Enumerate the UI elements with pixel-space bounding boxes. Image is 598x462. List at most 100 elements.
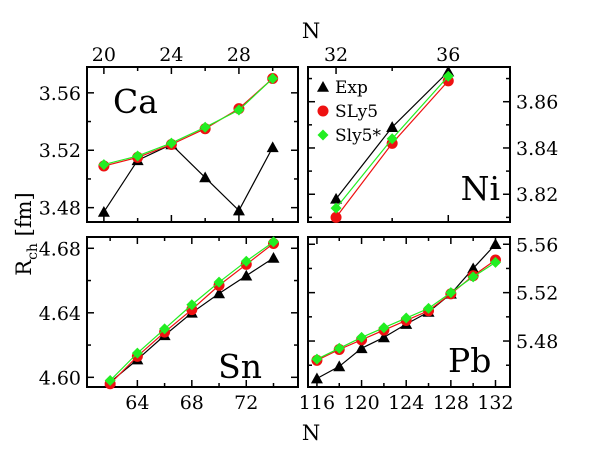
series-sly5- xyxy=(330,70,454,214)
legend-entry: Sly5* xyxy=(317,126,382,146)
data-point xyxy=(356,331,368,343)
data-point xyxy=(240,269,253,281)
panel-label: Ca xyxy=(113,82,158,121)
y-tick-label: 5.56 xyxy=(516,234,558,256)
panel-ca: 20 24 28 3.48 3.52 3.56 Ca xyxy=(39,44,299,223)
y-tick-label: 4.68 xyxy=(39,238,81,260)
y-tick-label: 3.86 xyxy=(516,92,558,114)
data-point xyxy=(378,322,390,334)
data-point xyxy=(233,104,245,116)
data-point xyxy=(266,141,279,153)
data-point xyxy=(98,159,110,171)
y-axis-title-unit: [fm] xyxy=(12,192,36,236)
data-point xyxy=(311,353,323,365)
panel-label: Ni xyxy=(461,169,500,208)
series-line xyxy=(103,78,274,167)
panel-label: Pb xyxy=(448,341,491,380)
data-point xyxy=(442,70,454,82)
x-tick-label: 128 xyxy=(433,392,469,414)
top-axis-title: N xyxy=(302,19,320,43)
data-point xyxy=(489,238,502,250)
legend-label: Exp xyxy=(335,78,368,98)
data-point xyxy=(489,256,501,268)
x-tick-label: 124 xyxy=(388,392,424,414)
y-axis-title-sub: ch xyxy=(25,243,41,260)
y-axis-title-main: R xyxy=(12,259,36,276)
x-tick-label: 28 xyxy=(227,44,251,66)
x-tick-label: 132 xyxy=(477,392,513,414)
data-point xyxy=(165,137,177,149)
bottom-axis-title: N xyxy=(302,421,320,445)
data-point xyxy=(240,255,252,267)
panel-frame xyxy=(307,66,511,223)
data-point xyxy=(333,342,345,354)
data-point xyxy=(186,299,198,311)
y-tick-label: 3.56 xyxy=(39,83,81,105)
data-point xyxy=(267,251,280,263)
data-point xyxy=(333,360,346,372)
data-point xyxy=(330,192,343,204)
data-point xyxy=(355,342,368,354)
y-tick-label: 3.84 xyxy=(516,138,558,160)
series-exp xyxy=(97,138,279,217)
data-point xyxy=(104,375,116,387)
data-point xyxy=(467,271,479,283)
legend-label: SLy5 xyxy=(335,102,378,122)
data-point xyxy=(377,331,390,343)
data-point xyxy=(199,121,211,133)
x-tick-label: 64 xyxy=(125,392,149,414)
legend: Exp SLy5 Sly5* xyxy=(317,78,382,146)
data-point xyxy=(330,202,342,214)
y-tick-label: 3.82 xyxy=(516,184,558,206)
data-point xyxy=(400,312,412,324)
x-tick-label: 116 xyxy=(299,392,335,414)
data-point xyxy=(132,150,144,162)
x-tick-label: 20 xyxy=(92,44,116,66)
x-tick-label: 120 xyxy=(343,392,379,414)
panel-sn: 64 68 72 4.60 4.64 4.68 Sn xyxy=(39,236,299,414)
panel-pb: 116 120 124 128 132 5.48 5.52 5.56 Pb xyxy=(299,234,559,414)
y-tick-label: 3.52 xyxy=(39,140,81,162)
series-sly5- xyxy=(104,236,279,387)
data-point xyxy=(232,204,245,216)
data-point xyxy=(199,171,212,183)
data-point xyxy=(386,133,398,145)
panels: 20 24 28 3.48 3.52 3.56 Ca 32 36 3.82 3.84 3.86 Ni 64… xyxy=(39,44,559,414)
svg-text:Rch [fm]: Rch [fm] xyxy=(12,192,41,275)
x-tick-label: 24 xyxy=(159,44,183,66)
data-point xyxy=(310,372,323,384)
data-point xyxy=(445,287,457,299)
legend-entry: SLy5 xyxy=(317,102,378,122)
y-tick-label: 3.48 xyxy=(39,198,81,220)
legend-entry: Exp xyxy=(317,78,368,98)
data-point xyxy=(213,287,226,299)
y-tick-label: 4.64 xyxy=(39,303,81,325)
y-tick-label: 5.52 xyxy=(516,283,558,305)
y-tick-label: 4.60 xyxy=(39,367,81,389)
data-point xyxy=(267,236,279,248)
x-tick-label: 32 xyxy=(324,44,348,66)
x-tick-label: 72 xyxy=(234,392,258,414)
panel-label: Sn xyxy=(218,347,262,386)
data-point xyxy=(97,205,110,217)
legend-label: Sly5* xyxy=(335,126,382,146)
series-line xyxy=(103,78,274,166)
panel-frame xyxy=(307,236,511,388)
panel-ni: 32 36 3.82 3.84 3.86 Ni xyxy=(307,44,558,223)
data-point xyxy=(267,72,279,84)
data-point xyxy=(213,276,225,288)
legend-marker xyxy=(317,105,329,117)
series-sly5- xyxy=(98,72,279,171)
legend-marker xyxy=(317,81,329,92)
data-point xyxy=(423,302,435,314)
x-tick-label: 36 xyxy=(436,44,460,66)
data-point xyxy=(386,121,399,132)
data-point xyxy=(467,262,480,274)
y-axis-title: Rch [fm] xyxy=(12,192,41,275)
series-line xyxy=(103,143,274,213)
x-tick-label: 68 xyxy=(180,392,204,414)
y-tick-label: 5.48 xyxy=(516,331,558,353)
data-point xyxy=(131,347,143,359)
legend-marker xyxy=(317,129,329,141)
